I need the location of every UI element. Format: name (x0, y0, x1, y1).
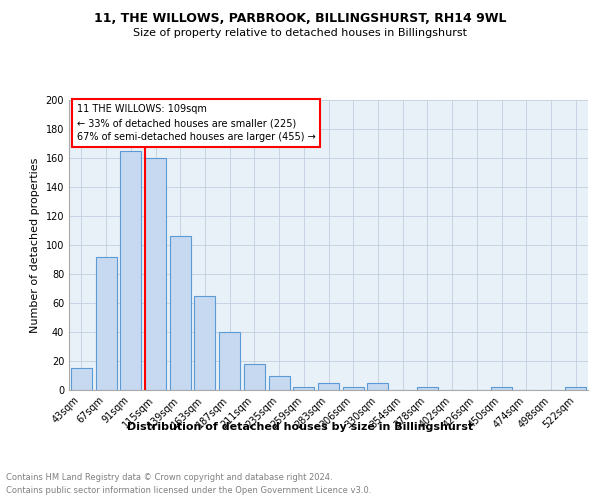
Y-axis label: Number of detached properties: Number of detached properties (30, 158, 40, 332)
Bar (95, 256, 116, 390)
Bar (244, 364, 265, 390)
Bar (417, 387, 438, 390)
Bar (367, 383, 388, 390)
Text: Distribution of detached houses by size in Billingshurst: Distribution of detached houses by size … (127, 422, 473, 432)
Bar (269, 376, 290, 390)
Bar (170, 236, 191, 390)
Bar (293, 387, 314, 390)
Bar (565, 387, 586, 390)
Text: Contains HM Land Registry data © Crown copyright and database right 2024.: Contains HM Land Registry data © Crown c… (6, 472, 332, 482)
Bar (194, 296, 215, 390)
Text: 11 THE WILLOWS: 109sqm
← 33% of detached houses are smaller (225)
67% of semi-de: 11 THE WILLOWS: 109sqm ← 33% of detached… (77, 104, 316, 142)
Bar (219, 332, 240, 390)
Text: 11, THE WILLOWS, PARBROOK, BILLINGSHURST, RH14 9WL: 11, THE WILLOWS, PARBROOK, BILLINGSHURST… (94, 12, 506, 26)
Bar (71, 368, 92, 390)
Bar (343, 387, 364, 390)
Bar (120, 151, 141, 390)
Text: Contains public sector information licensed under the Open Government Licence v3: Contains public sector information licen… (6, 486, 371, 495)
Text: Size of property relative to detached houses in Billingshurst: Size of property relative to detached ho… (133, 28, 467, 38)
Bar (145, 158, 166, 390)
Bar (318, 383, 339, 390)
Bar (491, 387, 512, 390)
